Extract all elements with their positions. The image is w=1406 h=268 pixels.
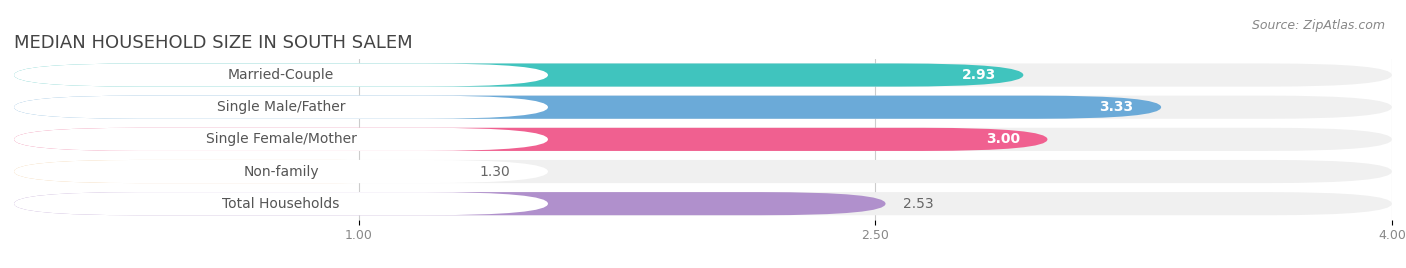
FancyBboxPatch shape [14,64,1392,87]
FancyBboxPatch shape [14,128,548,151]
FancyBboxPatch shape [14,160,548,183]
FancyBboxPatch shape [14,192,548,215]
Text: 1.30: 1.30 [479,165,510,178]
Text: Single Male/Father: Single Male/Father [217,100,346,114]
Text: 2.93: 2.93 [962,68,995,82]
Text: Single Female/Mother: Single Female/Mother [205,132,357,146]
FancyBboxPatch shape [14,192,886,215]
FancyBboxPatch shape [14,64,548,87]
FancyBboxPatch shape [14,128,1392,151]
Text: 2.53: 2.53 [903,197,934,211]
Text: Non-family: Non-family [243,165,319,178]
Text: Source: ZipAtlas.com: Source: ZipAtlas.com [1251,19,1385,32]
Text: Total Households: Total Households [222,197,340,211]
FancyBboxPatch shape [14,96,1161,119]
FancyBboxPatch shape [14,96,1392,119]
Text: 3.00: 3.00 [986,132,1019,146]
FancyBboxPatch shape [14,128,1047,151]
FancyBboxPatch shape [14,192,1392,215]
FancyBboxPatch shape [14,96,548,119]
Text: MEDIAN HOUSEHOLD SIZE IN SOUTH SALEM: MEDIAN HOUSEHOLD SIZE IN SOUTH SALEM [14,34,413,52]
FancyBboxPatch shape [14,160,1392,183]
FancyBboxPatch shape [14,64,1024,87]
Text: 3.33: 3.33 [1099,100,1133,114]
FancyBboxPatch shape [14,160,463,183]
Text: Married-Couple: Married-Couple [228,68,335,82]
